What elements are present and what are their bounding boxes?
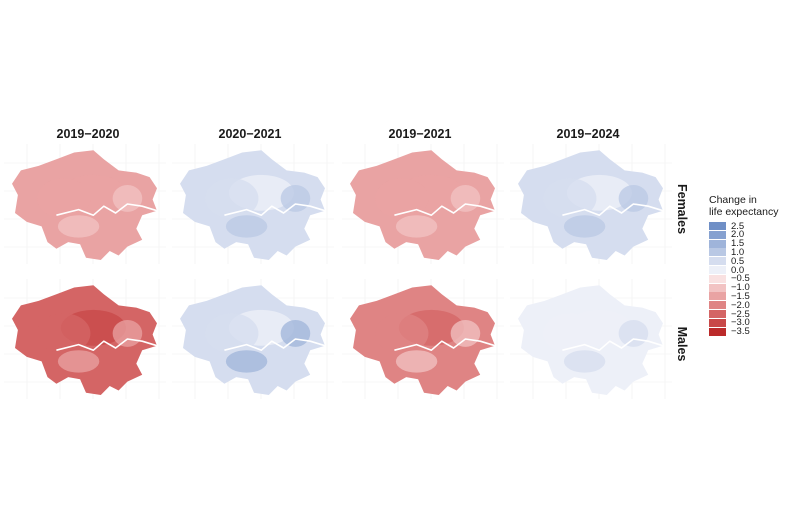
value-area [563,350,606,373]
legend-swatch [709,301,726,310]
legend-swatch [709,222,726,230]
value-area [543,178,597,219]
row-label-males: Males [675,326,689,362]
legend-swatch [709,230,726,239]
map-panel-males-1 [172,279,334,399]
value-area [543,313,597,354]
value-area [112,184,143,212]
legend-label: 2.0 [731,229,745,241]
row-label-females: Females [675,183,689,235]
value-area [450,319,481,347]
value-area [37,178,91,219]
value-area [375,178,429,219]
value-area [280,319,311,347]
legend-label: 1.0 [731,246,745,258]
map-panel-females-3 [510,144,672,264]
legend-title-line2: life expectancy [709,206,779,218]
thames-river [394,338,496,351]
legend-swatch [709,318,726,327]
value-area [112,319,143,347]
value-area [395,350,438,373]
map-panel-males-3 [510,279,672,399]
legend-label: 2.5 [731,220,745,232]
value-area [37,313,91,354]
value-area [225,215,268,238]
value-area [280,184,311,212]
value-area [205,178,259,219]
column-title-2019-2021: 2019−2021 [388,127,452,141]
thames-river [224,203,326,216]
legend-label: 0.5 [731,255,745,267]
column-title-2020-2021: 2020−2021 [218,127,282,141]
legend-swatch [709,292,726,301]
value-area [205,313,259,354]
legend-label: −1.5 [731,290,750,302]
value-area [563,215,606,238]
value-area [395,215,438,238]
thames-river [56,338,158,351]
thames-river [224,338,326,351]
legend-label: 0.0 [731,264,745,276]
legend-label: −0.5 [731,273,750,285]
legend-swatch [709,283,726,292]
map-panel-males-0 [4,279,166,399]
legend-label: 1.5 [731,238,745,250]
map-panel-males-2 [342,279,504,399]
value-area [618,184,649,212]
legend-swatch [709,257,726,266]
legend-swatch [709,248,726,257]
value-area [225,350,268,373]
legend-title: Change in life expectancy [709,194,778,218]
map-panel-females-2 [342,144,504,264]
legend-label: −2.0 [731,299,750,311]
value-area [57,215,100,238]
legend-label: −1.0 [731,282,750,294]
value-area [375,313,429,354]
thames-river [394,203,496,216]
thames-river [56,203,158,216]
legend-swatch [709,239,726,248]
column-title-2019-2020: 2019−2020 [56,127,120,141]
thames-river [562,338,664,351]
legend-label: −2.5 [731,308,750,320]
value-area [57,350,100,373]
legend-swatch [709,327,726,336]
column-title-2019-2024: 2019−2024 [556,127,620,141]
legend-swatch [709,274,726,283]
value-area [450,184,481,212]
thames-river [562,203,664,216]
value-area [618,319,649,347]
legend-swatch [709,266,726,274]
legend-label: −3.5 [731,326,750,338]
legend-swatch [709,310,726,318]
map-panel-females-0 [4,144,166,264]
legend-label: −3.0 [731,317,750,329]
legend-title-line1: Change in [709,194,757,206]
map-panel-females-1 [172,144,334,264]
